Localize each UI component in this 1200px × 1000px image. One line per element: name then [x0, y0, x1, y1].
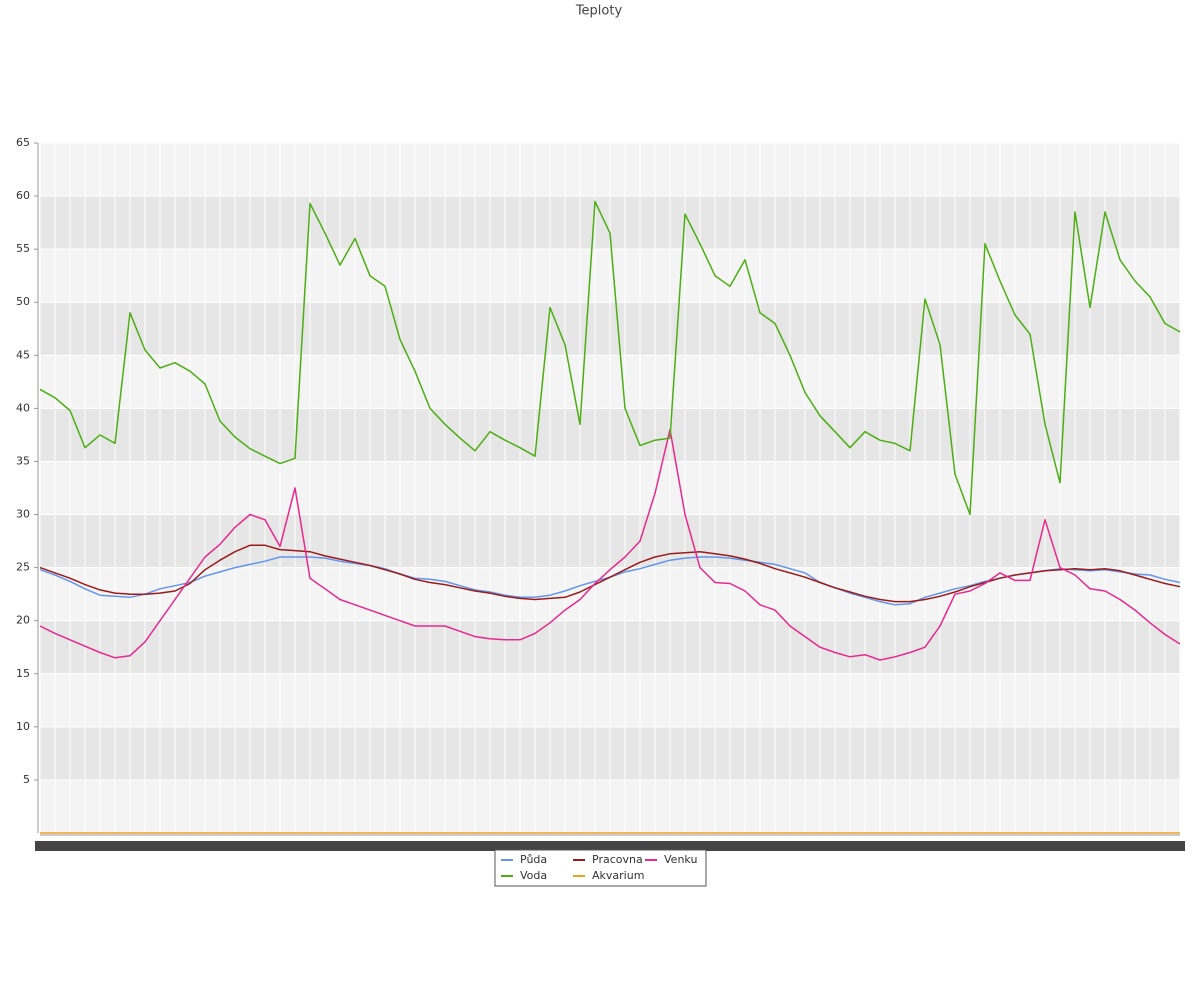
y-tick-label: 65: [16, 136, 30, 149]
y-tick-label: 20: [16, 614, 30, 627]
legend-label: Půda: [520, 853, 547, 866]
legend: Půda Pracovna Venku Voda Akvarium: [494, 849, 707, 887]
y-tick-label: 10: [16, 720, 30, 733]
y-tick-label: 45: [16, 348, 30, 361]
y-tick-label: 25: [16, 561, 30, 574]
chart-title: Teploty: [575, 4, 623, 19]
series-line: [39, 200, 1181, 516]
legend-label: Pracovna: [592, 853, 643, 866]
y-tick-label: 55: [16, 242, 30, 255]
y-tick-label: 5: [23, 773, 30, 786]
legend-box: [494, 849, 707, 887]
y-tick-label: 15: [16, 667, 30, 680]
y-tick-label: 30: [16, 508, 30, 521]
y-tick-label: 60: [16, 189, 30, 202]
legend-label: Venku: [664, 853, 697, 866]
y-tick-label: 35: [16, 454, 30, 467]
x-axis-labels: [35, 841, 1185, 851]
series-line: [39, 428, 1181, 661]
y-tick-label: 50: [16, 295, 30, 308]
legend-label: Voda: [520, 869, 547, 882]
series-line: [39, 544, 1181, 603]
y-tick-label: 40: [16, 401, 30, 414]
legend-label: Akvarium: [592, 869, 644, 882]
